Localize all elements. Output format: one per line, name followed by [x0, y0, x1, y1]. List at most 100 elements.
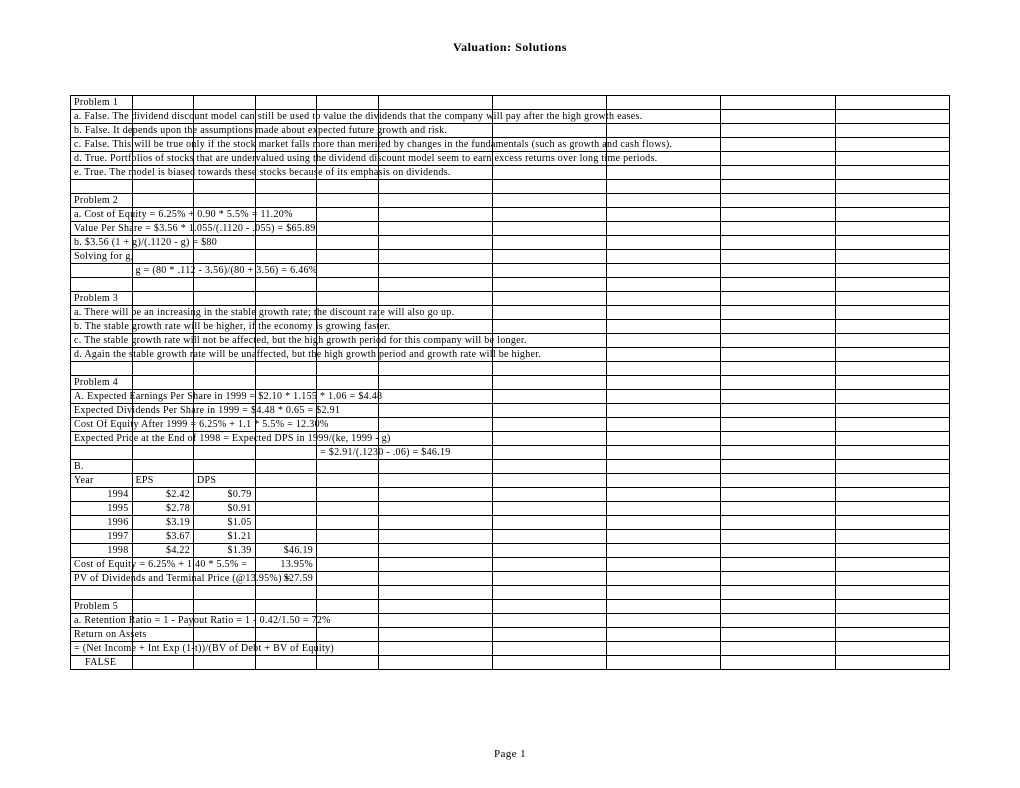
cell [721, 446, 835, 460]
cell [835, 516, 949, 530]
cell: Expected Price at the End of 1998 = Expe… [71, 432, 133, 446]
cell: Solving for g, [71, 250, 133, 264]
cell [835, 614, 949, 628]
cell [378, 110, 492, 124]
cell [378, 614, 492, 628]
cell [607, 320, 721, 334]
cell [835, 586, 949, 600]
cell [255, 292, 317, 306]
cell [317, 264, 379, 278]
cell [132, 600, 194, 614]
cell [317, 614, 379, 628]
cell [721, 586, 835, 600]
cell: c. False. This will be true only if the … [71, 138, 133, 152]
cell: $0.79 [194, 488, 256, 502]
cell [255, 586, 317, 600]
cell [721, 278, 835, 292]
cell [194, 446, 256, 460]
cell [607, 362, 721, 376]
cell [721, 292, 835, 306]
cell [492, 110, 606, 124]
table-row: Problem 3 [71, 292, 950, 306]
cell: e. True. The model is biased towards the… [71, 166, 133, 180]
cell [492, 628, 606, 642]
cell: b. The stable growth rate will be higher… [71, 320, 133, 334]
cell [317, 208, 379, 222]
cell [132, 166, 194, 180]
cell [492, 292, 606, 306]
cell [492, 208, 606, 222]
cell [721, 642, 835, 656]
cell [607, 642, 721, 656]
cell [492, 264, 606, 278]
cell [317, 250, 379, 264]
cell: 1997 [71, 530, 133, 544]
cell [378, 656, 492, 670]
cell [378, 236, 492, 250]
cell [378, 264, 492, 278]
cell [835, 208, 949, 222]
cell [721, 334, 835, 348]
cell: Year [71, 474, 133, 488]
cell [378, 320, 492, 334]
cell [194, 334, 256, 348]
table-row: PV of Dividends and Terminal Price (@13.… [71, 572, 950, 586]
table-row: a. Cost of Equity = 6.25% + 0.90 * 5.5% … [71, 208, 950, 222]
cell [721, 362, 835, 376]
cell: $46.19 [255, 544, 317, 558]
cell [607, 488, 721, 502]
table-row: Problem 4 [71, 376, 950, 390]
cell [132, 446, 194, 460]
cell [492, 320, 606, 334]
cell: d. Again the stable growth rate will be … [71, 348, 133, 362]
cell [835, 250, 949, 264]
cell [835, 488, 949, 502]
cell [194, 432, 256, 446]
cell [255, 236, 317, 250]
table-row: 1997$3.67$1.21 [71, 530, 950, 544]
cell [721, 124, 835, 138]
cell [721, 138, 835, 152]
cell: 1996 [71, 516, 133, 530]
cell [721, 516, 835, 530]
cell: 13.95% [255, 558, 317, 572]
cell [721, 502, 835, 516]
table-row [71, 586, 950, 600]
cell: = $2.91/(.1230 - .06) = $46.19 [317, 446, 379, 460]
cell [835, 334, 949, 348]
cell [835, 166, 949, 180]
cell [721, 208, 835, 222]
cell [317, 530, 379, 544]
cell [492, 642, 606, 656]
cell [317, 348, 379, 362]
cell [607, 124, 721, 138]
cell [317, 600, 379, 614]
cell: b. $3.56 (1 + g)/(.1120 - g) = $80 [71, 236, 133, 250]
cell [721, 474, 835, 488]
cell: 1994 [71, 488, 133, 502]
cell [721, 166, 835, 180]
cell [835, 152, 949, 166]
table-row: 1996$3.19$1.05 [71, 516, 950, 530]
cell [492, 516, 606, 530]
cell [721, 558, 835, 572]
cell: Problem 1 [71, 96, 133, 110]
cell: b. False. It depends upon the assumption… [71, 124, 133, 138]
table-row: a. False. The dividend discount model ca… [71, 110, 950, 124]
cell [317, 362, 379, 376]
cell [607, 334, 721, 348]
cell: 1995 [71, 502, 133, 516]
cell [132, 558, 194, 572]
cell [255, 642, 317, 656]
spreadsheet-grid: Problem 1a. False. The dividend discount… [70, 95, 950, 670]
cell [607, 600, 721, 614]
cell [721, 376, 835, 390]
cell [835, 264, 949, 278]
cell [317, 166, 379, 180]
cell: $27.59 [255, 572, 317, 586]
cell [255, 194, 317, 208]
cell [492, 180, 606, 194]
cell [317, 96, 379, 110]
cell [255, 488, 317, 502]
cell [835, 376, 949, 390]
